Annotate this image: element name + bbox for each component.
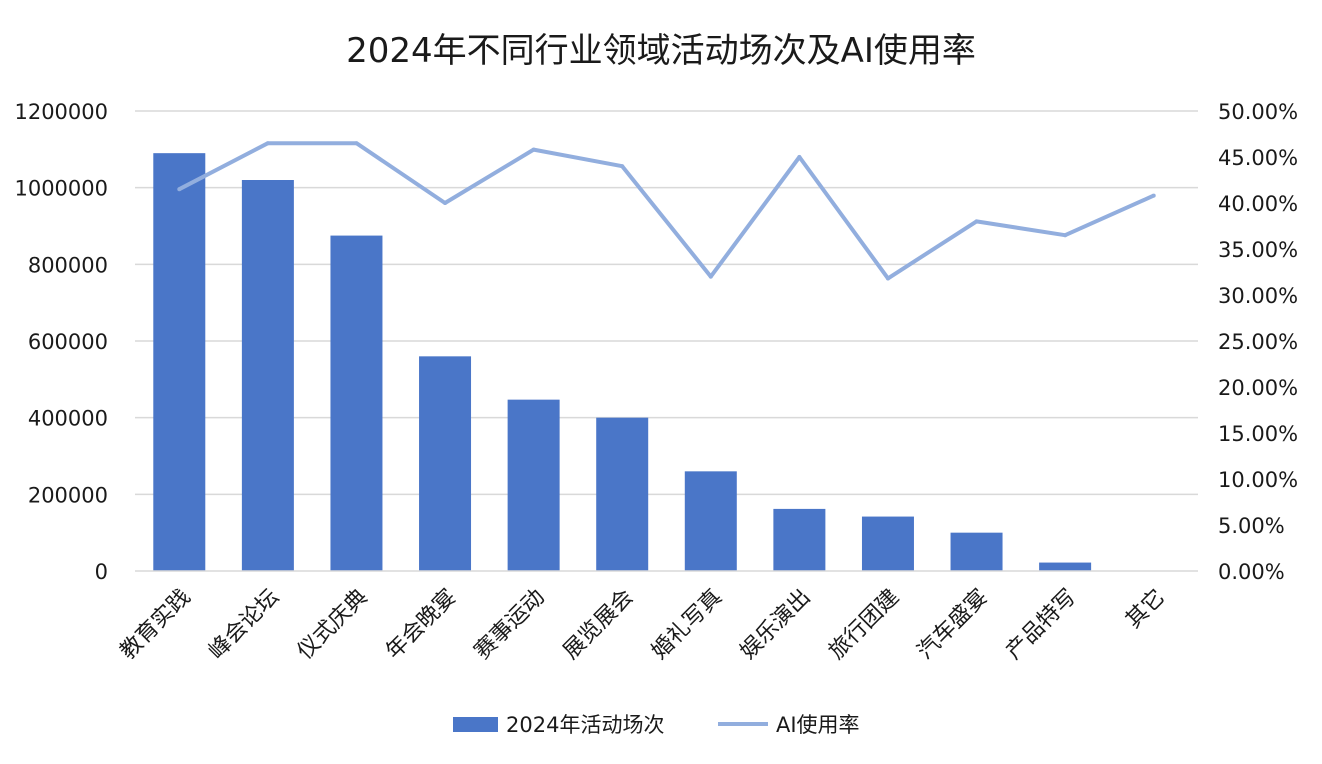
category-label: 产品特写 xyxy=(1001,585,1081,665)
category-label: 峰会论坛 xyxy=(204,585,284,665)
category-label: 汽车盛宴 xyxy=(913,585,993,665)
category-label: 赛事运动 xyxy=(470,585,550,665)
bar xyxy=(241,180,294,571)
category-axis: 教育实践 峰会论坛 仪式庆典 年会晚宴 赛事运动 展览展会 婚礼写真 娱乐演出 旅行团建 汽车盛宴… xyxy=(116,585,1170,665)
legend-label-bar: 2024年活动场次 xyxy=(506,713,664,737)
legend-label-line: AI使用率 xyxy=(776,713,860,737)
left-tick-label: 0 xyxy=(95,560,108,584)
left-tick-label: 1200000 xyxy=(14,100,108,124)
legend: 2024年活动场次 AI使用率 xyxy=(453,713,860,737)
bar xyxy=(330,235,383,572)
right-tick-label: 0.00% xyxy=(1218,560,1285,584)
line-point xyxy=(531,147,536,152)
category-label: 其它 xyxy=(1121,585,1170,634)
legend-swatch-bar xyxy=(453,717,498,732)
left-tick-label: 1000000 xyxy=(14,177,108,201)
bar xyxy=(153,153,206,571)
line-point xyxy=(1063,233,1068,238)
left-tick-label: 200000 xyxy=(28,483,108,507)
category-label: 年会晚宴 xyxy=(381,585,461,665)
bar xyxy=(596,417,649,571)
bar xyxy=(684,471,737,571)
right-tick-label: 25.00% xyxy=(1218,330,1298,354)
bar xyxy=(419,356,472,571)
line-point xyxy=(708,274,713,279)
right-tick-label: 45.00% xyxy=(1218,146,1298,170)
left-axis: 0 200000 400000 600000 800000 1000000 1200000 xyxy=(14,100,108,584)
line-point xyxy=(620,164,625,169)
left-tick-label: 400000 xyxy=(28,407,108,431)
right-tick-label: 5.00% xyxy=(1218,514,1285,538)
gridlines xyxy=(135,110,1198,496)
bar xyxy=(1039,562,1092,571)
line-point xyxy=(974,219,979,224)
line-point xyxy=(797,155,802,159)
category-label: 娱乐演出 xyxy=(736,585,816,665)
right-tick-label: 30.00% xyxy=(1218,284,1298,308)
line-point xyxy=(177,187,182,192)
bar-series xyxy=(153,153,1092,572)
bar xyxy=(773,508,826,571)
category-label: 仪式庆典 xyxy=(293,585,373,665)
category-label: 婚礼写真 xyxy=(647,585,727,665)
bar xyxy=(950,532,1003,571)
right-tick-label: 15.00% xyxy=(1218,422,1298,446)
right-tick-label: 10.00% xyxy=(1218,468,1298,492)
ai-rate-line xyxy=(178,141,1155,281)
bar xyxy=(507,399,560,571)
line-point xyxy=(885,276,890,281)
bar xyxy=(861,516,914,571)
left-tick-label: 600000 xyxy=(28,330,108,354)
line-point xyxy=(443,201,448,205)
left-tick-label: 800000 xyxy=(28,253,108,277)
category-label: 旅行团建 xyxy=(824,585,904,665)
category-label: 教育实践 xyxy=(116,585,196,665)
chart-title: 2024年不同行业领域活动场次及AI使用率 xyxy=(346,31,976,71)
line-point xyxy=(1151,193,1156,198)
line-point xyxy=(354,141,359,146)
right-tick-label: 35.00% xyxy=(1218,238,1298,262)
line-point xyxy=(265,141,270,146)
right-tick-label: 20.00% xyxy=(1218,376,1298,400)
right-axis: 0.00% 5.00% 10.00% 15.00% 20.00% 25.00% 30.00%… xyxy=(1218,100,1298,584)
category-label: 展览展会 xyxy=(559,585,639,665)
right-tick-label: 50.00% xyxy=(1218,100,1298,124)
line-series xyxy=(177,141,1156,281)
right-tick-label: 40.00% xyxy=(1218,192,1298,216)
